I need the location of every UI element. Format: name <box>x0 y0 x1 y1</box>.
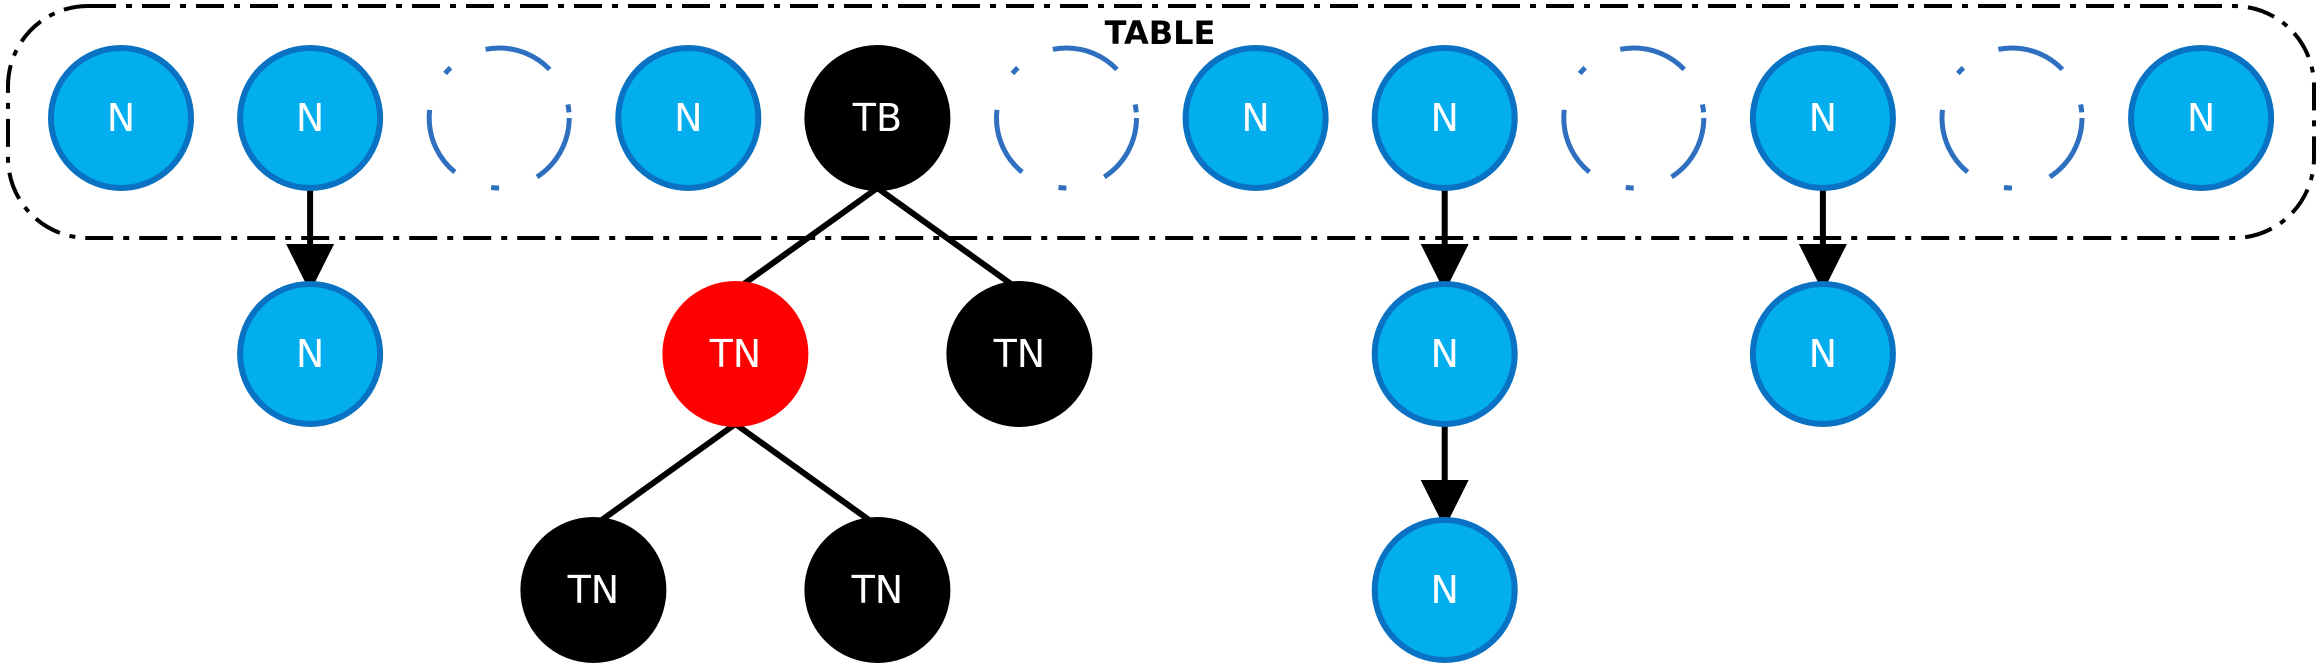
list-node: N <box>615 45 762 191</box>
chain-node: N <box>1371 281 1518 427</box>
list-node: N <box>48 45 194 191</box>
list-node: N <box>2128 45 2275 191</box>
list-node: N <box>237 45 384 191</box>
list-node-label: N <box>107 96 135 140</box>
tree-bin-node-circle <box>804 45 951 191</box>
list-node-circle <box>1371 45 1518 191</box>
tree-node-label: TN <box>993 332 1046 376</box>
tree-bin-node: TB <box>804 45 951 191</box>
table-boundary <box>6 4 2316 240</box>
edges-layer <box>286 185 1847 529</box>
list-node-label: N <box>296 96 324 140</box>
list-node-circle <box>1749 45 1896 191</box>
list-node-label: N <box>1430 96 1458 140</box>
chain-node-label: N <box>296 332 324 376</box>
list-node-label: N <box>1241 96 1269 140</box>
chain-node-circle <box>1371 281 1518 427</box>
list-node-circle <box>2128 45 2275 191</box>
empty-slot <box>994 45 1139 191</box>
chain-node-label: N <box>1430 568 1458 612</box>
chain-node-label: N <box>1430 332 1458 376</box>
tree-node-label: TN <box>709 332 762 376</box>
chain-node: N <box>237 281 384 427</box>
list-node: N <box>1749 45 1896 191</box>
tree-node: TN <box>662 281 809 427</box>
list-node-circle <box>48 45 194 191</box>
table-label: TABLE <box>1105 14 1216 52</box>
tree-edge <box>733 421 880 529</box>
tree-node-circle <box>520 517 667 663</box>
chain-node: N <box>1371 517 1518 663</box>
chain-node-circle <box>1749 281 1896 427</box>
list-node: N <box>1371 45 1518 191</box>
tree-node: TN <box>946 281 1093 427</box>
tree-node-circle <box>662 281 809 427</box>
tree-node-circle <box>946 281 1093 427</box>
list-node-circle <box>237 45 384 191</box>
tree-node-label: TN <box>851 568 904 612</box>
list-node-circle <box>615 45 762 191</box>
list-node-label: N <box>1809 96 1837 140</box>
empty-slot <box>1939 45 2085 191</box>
tree-node-circle <box>804 517 951 663</box>
list-node-label: N <box>674 96 702 140</box>
tree-node: TN <box>520 517 667 663</box>
list-node: N <box>1182 45 1329 191</box>
tree-edge <box>875 185 1022 293</box>
tree-node-label: TN <box>567 568 620 612</box>
chain-node-circle <box>1371 517 1518 663</box>
nodes-layer: N N N TB N N N N N N N N TN TN TN TN <box>48 45 2275 663</box>
chain-node: N <box>1749 281 1896 427</box>
tree-node: TN <box>804 517 951 663</box>
tree-edge <box>591 421 738 529</box>
empty-slot <box>1561 45 1707 191</box>
empty-slot <box>426 45 572 191</box>
chain-node-label: N <box>1809 332 1837 376</box>
tree-bin-node-label: TB <box>852 96 902 140</box>
chain-node-circle <box>237 281 384 427</box>
list-node-circle <box>1182 45 1329 191</box>
tree-edge <box>733 185 880 293</box>
list-node-label: N <box>2187 96 2215 140</box>
